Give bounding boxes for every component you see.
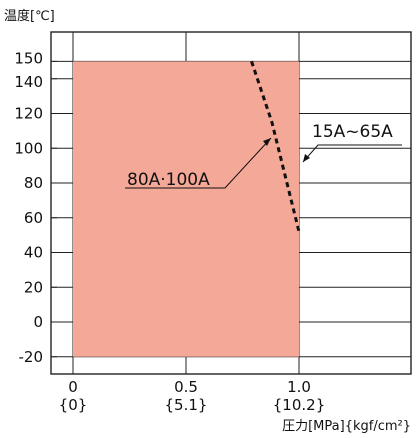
callout-arrow-80a-100a xyxy=(263,138,271,146)
y-tick-label-7: 20 xyxy=(24,278,43,296)
x-tick-label-1: 0.5 xyxy=(174,378,198,396)
y-tick-label-6: 40 xyxy=(24,244,43,262)
y-tick-label-4: 80 xyxy=(24,174,43,192)
y-tick-label-1: 140 xyxy=(14,73,43,91)
x-ticks: 0{0} 0.5{5.1} 1.0{10.2} xyxy=(59,368,326,414)
plot-frame xyxy=(50,31,412,375)
callout-leader-80a-100a xyxy=(125,137,272,189)
y-ticks: 150 140 120 100 80 60 40 20 0 -20 xyxy=(14,49,57,366)
series-area-15a-65a xyxy=(73,61,299,357)
x-tick-label-2: 1.0 xyxy=(287,378,311,396)
x-tick-sublabel-0: {0} xyxy=(59,396,88,414)
series-label-15a-65a: 15A~65A xyxy=(312,122,393,142)
y-axis-title: 温度[℃] xyxy=(4,8,55,24)
y-tick-label-2: 120 xyxy=(14,105,43,123)
y-tick-label-5: 60 xyxy=(24,209,43,227)
callouts: 80A·100A 15A~65A xyxy=(125,122,402,190)
y-tick-label-9: -20 xyxy=(19,348,44,366)
callout-leader-15a-65a xyxy=(302,144,402,163)
x-tick-label-0: 0 xyxy=(68,378,78,396)
y-tick-label-8: 0 xyxy=(33,313,43,331)
series-label-80a-100a: 80A·100A xyxy=(127,170,210,190)
x-tick-sublabel-1: {5.1} xyxy=(165,396,208,414)
y-tick-label-3: 100 xyxy=(14,139,43,157)
y-tick-label-0: 150 xyxy=(14,49,43,67)
callout-arrow-15a-65a xyxy=(303,154,310,162)
series-line-80a-100a xyxy=(250,60,301,233)
x-axis-title: 圧力[MPa]{kgf/cm²} xyxy=(282,419,411,434)
x-tick-sublabel-2: {10.2} xyxy=(273,396,326,414)
fill-layer xyxy=(73,61,299,357)
line-layer xyxy=(250,60,301,233)
